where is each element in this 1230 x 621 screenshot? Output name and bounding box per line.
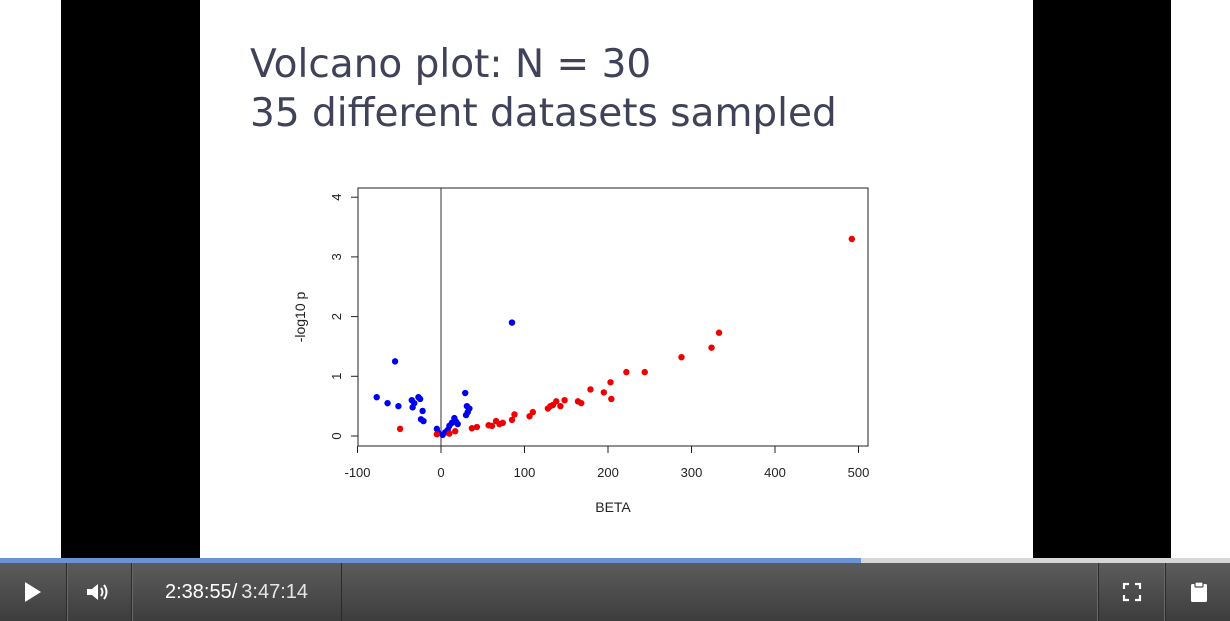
- x-axis-label: BETA: [595, 499, 631, 515]
- data-point: [446, 430, 453, 437]
- volcano-plot: -100 0 100 200 300 400 500 0 1 2 3 4 BETA -log10 p: [292, 187, 870, 515]
- slide: Volcano plot: N = 30 35 different datase…: [200, 0, 1033, 558]
- data-point: [451, 428, 459, 435]
- y-tick-label: 0: [329, 432, 344, 439]
- clipboard-icon: [1190, 581, 1207, 602]
- data-point: [508, 416, 516, 424]
- data-point: [587, 386, 594, 393]
- play-icon: [25, 582, 41, 602]
- data-point: [433, 431, 441, 438]
- data-point: [373, 393, 380, 401]
- data-point: [848, 235, 856, 243]
- time-current: 2:38:55/: [164, 580, 238, 603]
- x-tick-label: 200: [597, 465, 619, 480]
- x-tick-label: -100: [344, 465, 370, 480]
- data-point: [384, 399, 391, 407]
- data-point: [578, 399, 585, 407]
- time-total: 3:47:14: [241, 580, 309, 603]
- clipboard-button[interactable]: [1165, 563, 1230, 621]
- data-point: [416, 395, 424, 403]
- data-point: [420, 417, 427, 425]
- data-point: [553, 398, 560, 405]
- data-point: [391, 358, 399, 365]
- data-point: [608, 395, 615, 403]
- data-point: [561, 396, 568, 404]
- letterbox-left: [61, 0, 200, 558]
- data-point: [396, 425, 404, 433]
- data-point: [607, 379, 614, 386]
- fullscreen-icon: [1122, 582, 1142, 602]
- data-point: [600, 389, 608, 396]
- progress-bar-fill: [0, 558, 861, 563]
- x-tick-label: 100: [514, 465, 536, 480]
- letterbox-right: [1033, 0, 1171, 558]
- y-tick-label: 2: [329, 313, 344, 320]
- progress-bar[interactable]: [0, 558, 1230, 563]
- plot-frame: [357, 187, 869, 447]
- play-button[interactable]: [0, 563, 67, 621]
- y-tick-label: 4: [329, 194, 344, 201]
- data-point: [462, 389, 469, 397]
- data-point: [708, 344, 715, 351]
- data-point: [411, 399, 418, 407]
- slide-title-line1: Volcano plot: N = 30: [250, 42, 652, 87]
- data-point: [454, 420, 461, 428]
- y-tick-label: 3: [329, 253, 344, 260]
- player-controls: 2:38:55/ 3:47:14: [0, 563, 1230, 621]
- x-tick-label: 400: [764, 465, 786, 480]
- slide-title-line2: 35 different datasets sampled: [250, 91, 837, 136]
- data-point: [511, 411, 518, 418]
- data-point: [499, 419, 506, 427]
- data-point: [529, 408, 537, 416]
- data-point: [473, 423, 481, 431]
- y-axis: 0 1 2 3 4: [329, 194, 359, 440]
- data-point: [623, 368, 630, 376]
- y-axis-label: -log10 p: [292, 291, 308, 342]
- x-tick-label: 500: [848, 465, 870, 480]
- data-point: [678, 353, 685, 361]
- data-point: [419, 407, 426, 415]
- x-axis: -100 0 100 200 300 400 500: [344, 445, 870, 480]
- volume-button[interactable]: [67, 563, 132, 621]
- data-point: [468, 425, 476, 432]
- fullscreen-button[interactable]: [1098, 563, 1165, 621]
- data-point: [508, 319, 516, 326]
- data-point: [488, 422, 496, 430]
- video-area[interactable]: Volcano plot: N = 30 35 different datase…: [0, 0, 1230, 558]
- volume-icon: [87, 584, 108, 600]
- y-tick-label: 1: [329, 373, 344, 380]
- data-points: [373, 235, 856, 439]
- data-point: [395, 402, 402, 410]
- data-point: [557, 402, 564, 410]
- x-tick-label: 0: [437, 465, 444, 480]
- data-point: [466, 405, 473, 412]
- data-point: [641, 368, 648, 376]
- data-point: [715, 329, 723, 336]
- time-display: 2:38:55/ 3:47:14: [132, 563, 342, 621]
- x-tick-label: 300: [681, 465, 703, 480]
